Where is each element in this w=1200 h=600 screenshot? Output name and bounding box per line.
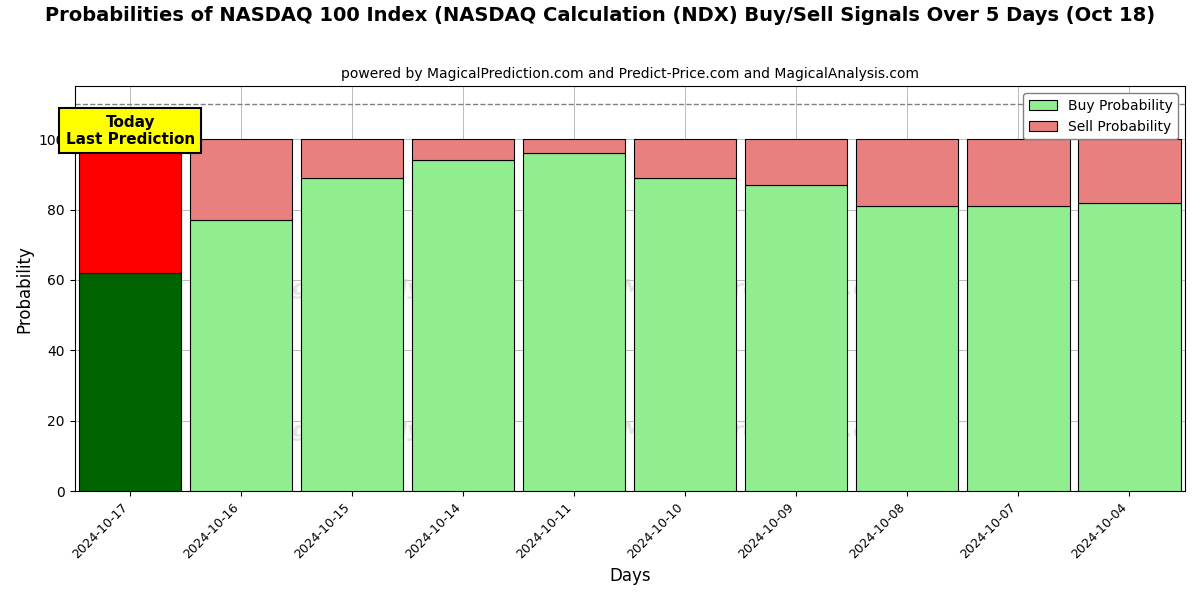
- Text: Probabilities of NASDAQ 100 Index (NASDAQ Calculation (NDX) Buy/Sell Signals Ove: Probabilities of NASDAQ 100 Index (NASDA…: [44, 6, 1156, 25]
- Bar: [635, 178, 737, 491]
- Bar: [1079, 139, 1181, 203]
- Bar: [967, 139, 1069, 206]
- Text: MagicalAnalysis.com: MagicalAnalysis.com: [256, 279, 516, 299]
- Title: powered by MagicalPrediction.com and Predict-Price.com and MagicalAnalysis.com: powered by MagicalPrediction.com and Pre…: [341, 67, 919, 81]
- Text: MagicalPrediction.com: MagicalPrediction.com: [620, 279, 905, 299]
- Bar: [412, 139, 515, 160]
- Bar: [857, 206, 959, 491]
- Bar: [745, 185, 847, 491]
- Bar: [190, 220, 293, 491]
- Bar: [301, 139, 403, 178]
- Text: MagicalPrediction.com: MagicalPrediction.com: [620, 421, 905, 440]
- Bar: [79, 273, 181, 491]
- Legend: Buy Probability, Sell Probability: Buy Probability, Sell Probability: [1024, 93, 1178, 139]
- Bar: [745, 139, 847, 185]
- Bar: [857, 139, 959, 206]
- Bar: [523, 153, 625, 491]
- Bar: [301, 178, 403, 491]
- X-axis label: Days: Days: [610, 567, 650, 585]
- Bar: [523, 139, 625, 153]
- Text: MagicalAnalysis.com: MagicalAnalysis.com: [256, 421, 516, 440]
- Bar: [967, 206, 1069, 491]
- Y-axis label: Probability: Probability: [16, 245, 34, 333]
- Bar: [190, 139, 293, 220]
- Bar: [412, 160, 515, 491]
- Text: Today
Last Prediction: Today Last Prediction: [66, 115, 194, 147]
- Bar: [635, 139, 737, 178]
- Bar: [79, 139, 181, 273]
- Bar: [1079, 203, 1181, 491]
